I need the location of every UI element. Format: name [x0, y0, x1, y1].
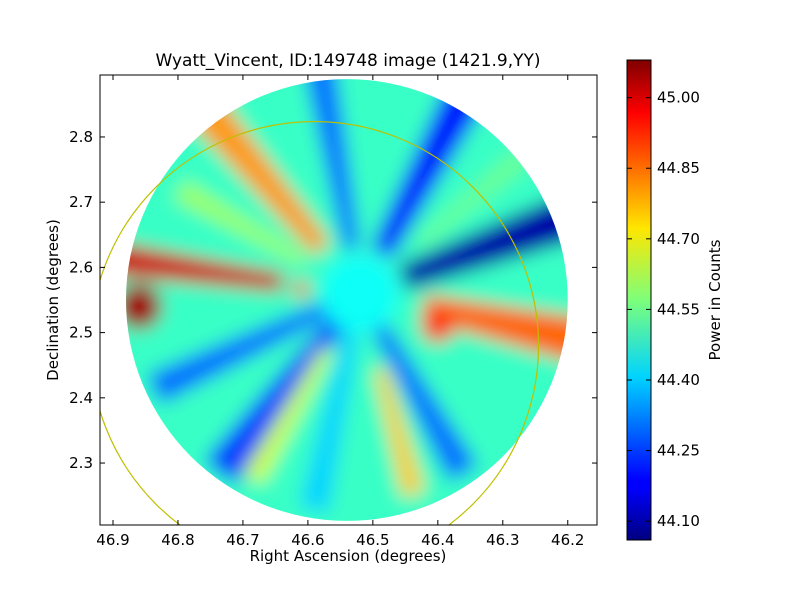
- y-tick-label: 2.4: [69, 389, 93, 407]
- heatmap-blob: [320, 254, 399, 333]
- colorbar-gradient: [626, 59, 652, 541]
- colorbar-tick-label: 44.40: [657, 371, 700, 389]
- plot-frame: [99, 74, 598, 526]
- x-tick-label: 46.2: [551, 531, 584, 549]
- x-tick-label: 46.7: [226, 531, 259, 549]
- x-axis-label: Right Ascension (degrees): [250, 547, 447, 565]
- y-tick-label: 2.8: [69, 128, 93, 146]
- heatmap-spoke: [420, 295, 568, 369]
- heatmap-spoke: [299, 330, 359, 513]
- y-axis-label: Declination (degrees): [44, 219, 62, 381]
- heatmap-spoke: [125, 237, 284, 292]
- x-tick-label: 46.5: [356, 531, 389, 549]
- heatmap-blob: [421, 309, 455, 343]
- heatmap-blob: [293, 281, 310, 297]
- x-tick-label: 46.6: [291, 531, 324, 549]
- colorbar-tick-label: 44.25: [657, 442, 700, 460]
- heatmap-spoke: [374, 367, 425, 498]
- heatmap-spoke: [174, 179, 307, 266]
- heatmap-spoke: [372, 323, 478, 482]
- y-axis: 2.3 2.4 2.5 2.6 2.7 2.8: [69, 128, 597, 472]
- heatmap-spoke: [301, 79, 360, 251]
- heatmap-spoke: [415, 147, 532, 248]
- colorbar-tick-label: 45.00: [657, 89, 700, 107]
- y-tick-label: 2.6: [69, 258, 93, 276]
- heatmap-blob: [125, 283, 162, 330]
- heatmap-spoke: [204, 318, 344, 485]
- heatmap-spoke: [242, 346, 333, 485]
- chart-title: Wyatt_Vincent, ID:149748 image (1421.9,Y…: [155, 51, 540, 71]
- heatmap-spoke: [146, 299, 334, 405]
- colorbar-ticks: 44.10 44.25 44.40 44.55 44.70 44.85 45.00: [627, 89, 700, 530]
- colorbar: 44.10 44.25 44.40 44.55 44.70 44.85 45.00 Powe…: [626, 59, 724, 541]
- x-tick-label: 46.4: [421, 531, 454, 549]
- heatmap-image: [125, 79, 568, 521]
- colorbar-tick-label: 44.10: [657, 512, 700, 530]
- colorbar-tick-label: 44.85: [657, 159, 700, 177]
- plot-area: 46.9 46.8 46.7 46.6 46.5 46.4 46.3 46.2 2.32.42…: [69, 74, 598, 549]
- colorbar-tick-label: 44.70: [657, 230, 700, 248]
- colorbar-tick-label: 44.55: [657, 300, 700, 318]
- y-tick-label: 2.7: [69, 193, 93, 211]
- y-tick-label: 2.5: [69, 324, 93, 342]
- colorbar-label: Power in Counts: [706, 239, 724, 360]
- heatmap-spoke: [186, 91, 330, 255]
- x-tick-label: 46.9: [96, 531, 129, 549]
- y-tick-label: 2.3: [69, 454, 93, 472]
- overlay-circle: [100, 120, 540, 525]
- x-tick-label: 46.3: [486, 531, 519, 549]
- x-tick-label: 46.8: [161, 531, 194, 549]
- x-axis: 46.9 46.8 46.7 46.6 46.5 46.4 46.3 46.2: [96, 75, 584, 549]
